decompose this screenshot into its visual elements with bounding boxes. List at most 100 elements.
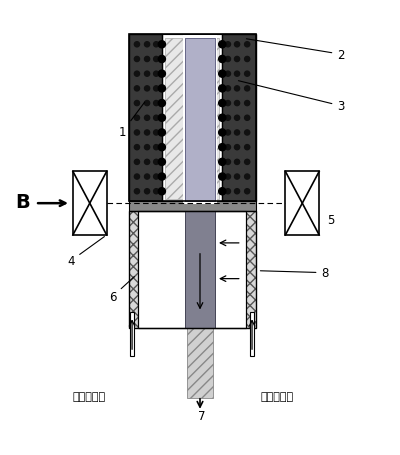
Circle shape — [134, 57, 140, 62]
Circle shape — [134, 175, 140, 180]
Text: 5: 5 — [327, 213, 334, 226]
Circle shape — [234, 175, 240, 180]
Circle shape — [144, 175, 150, 180]
Text: 3: 3 — [238, 81, 345, 113]
Circle shape — [158, 130, 166, 137]
Bar — [162, 35, 222, 202]
Circle shape — [234, 72, 240, 77]
Bar — [138, 212, 246, 329]
Bar — [128, 202, 256, 212]
Bar — [184, 37, 216, 204]
Text: 循环水出水: 循环水出水 — [261, 391, 294, 401]
Circle shape — [144, 116, 150, 121]
Circle shape — [244, 175, 250, 180]
Circle shape — [158, 144, 166, 152]
Circle shape — [225, 131, 230, 136]
Circle shape — [219, 71, 226, 78]
Bar — [166, 39, 219, 200]
Circle shape — [158, 188, 166, 195]
Circle shape — [219, 56, 226, 63]
Circle shape — [154, 175, 159, 180]
Circle shape — [244, 160, 250, 165]
Circle shape — [225, 57, 230, 62]
Bar — [222, 35, 256, 202]
Circle shape — [244, 116, 250, 121]
Circle shape — [234, 160, 240, 165]
Circle shape — [154, 160, 159, 165]
Text: 4: 4 — [67, 237, 104, 268]
Circle shape — [234, 116, 240, 121]
Bar — [73, 172, 107, 235]
Circle shape — [219, 130, 226, 137]
Circle shape — [144, 145, 150, 151]
Circle shape — [134, 145, 140, 151]
Circle shape — [144, 189, 150, 194]
Circle shape — [134, 131, 140, 136]
Bar — [138, 212, 246, 329]
Text: 1: 1 — [119, 103, 145, 139]
Text: 2: 2 — [246, 40, 345, 61]
Circle shape — [225, 43, 230, 48]
Bar — [128, 35, 162, 202]
Circle shape — [244, 101, 250, 106]
Circle shape — [244, 189, 250, 194]
Circle shape — [219, 174, 226, 181]
Circle shape — [154, 86, 159, 92]
Circle shape — [134, 116, 140, 121]
Text: 8: 8 — [260, 267, 329, 279]
Bar — [286, 172, 319, 235]
Circle shape — [219, 144, 226, 152]
Circle shape — [154, 131, 159, 136]
Circle shape — [134, 101, 140, 106]
Circle shape — [154, 145, 159, 151]
Bar — [128, 35, 256, 202]
Circle shape — [219, 159, 226, 166]
Circle shape — [158, 56, 166, 63]
Circle shape — [244, 43, 250, 48]
Circle shape — [234, 57, 240, 62]
Circle shape — [219, 86, 226, 93]
Circle shape — [134, 86, 140, 92]
Circle shape — [234, 86, 240, 92]
Circle shape — [154, 101, 159, 106]
Bar — [130, 313, 134, 356]
Circle shape — [154, 72, 159, 77]
Bar — [185, 212, 215, 329]
Circle shape — [158, 100, 166, 107]
Circle shape — [154, 43, 159, 48]
Circle shape — [244, 145, 250, 151]
Bar — [185, 39, 215, 202]
Circle shape — [134, 189, 140, 194]
Circle shape — [154, 189, 159, 194]
Bar — [250, 313, 254, 356]
Bar — [128, 212, 256, 329]
Circle shape — [225, 86, 230, 92]
Circle shape — [158, 174, 166, 181]
Circle shape — [144, 131, 150, 136]
Circle shape — [225, 160, 230, 165]
Circle shape — [134, 72, 140, 77]
Bar — [187, 329, 213, 398]
Circle shape — [144, 86, 150, 92]
Circle shape — [234, 131, 240, 136]
Text: B: B — [15, 193, 30, 212]
Circle shape — [225, 101, 230, 106]
Text: 6: 6 — [109, 277, 134, 303]
Text: 7: 7 — [198, 410, 206, 422]
Circle shape — [225, 145, 230, 151]
Circle shape — [158, 159, 166, 166]
Text: 循环水进水: 循环水进水 — [72, 391, 105, 401]
Circle shape — [154, 116, 159, 121]
Circle shape — [225, 116, 230, 121]
Circle shape — [244, 131, 250, 136]
Circle shape — [234, 189, 240, 194]
Circle shape — [244, 57, 250, 62]
Circle shape — [158, 41, 166, 49]
Circle shape — [154, 57, 159, 62]
Circle shape — [234, 101, 240, 106]
Circle shape — [234, 145, 240, 151]
Circle shape — [158, 71, 166, 78]
Circle shape — [225, 175, 230, 180]
Circle shape — [244, 72, 250, 77]
Circle shape — [158, 115, 166, 122]
